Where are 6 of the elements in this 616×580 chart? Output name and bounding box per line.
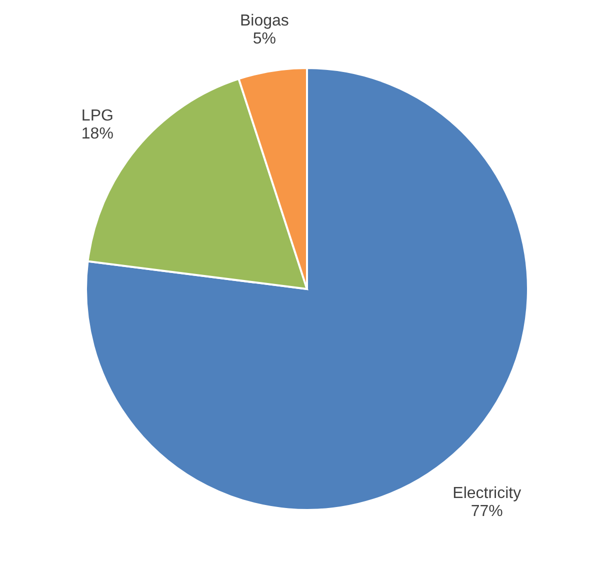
- data-label: 5%: [252, 30, 276, 48]
- data-label: 18%: [81, 126, 114, 143]
- data-label: 77%: [470, 503, 503, 520]
- slice-label: LPG: [81, 108, 114, 125]
- slice-label: Electricity: [452, 485, 522, 502]
- slice-label: Biogas: [240, 12, 289, 30]
